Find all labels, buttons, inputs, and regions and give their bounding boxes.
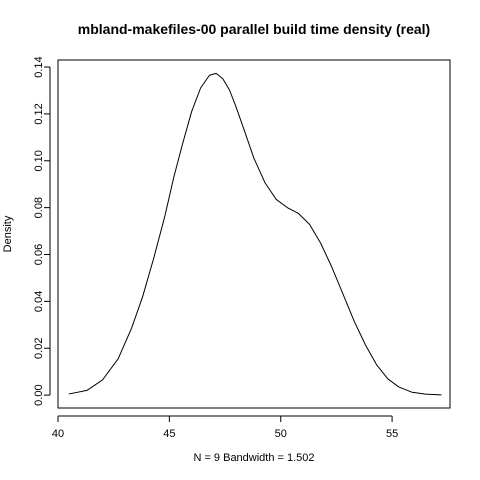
y-axis: 0.00 0.02 0.04 0.06 0.08 0.10 0.12 0.14 (33, 56, 51, 406)
plot-frame (57, 59, 451, 409)
y-tick-label: 0.04 (33, 291, 45, 312)
y-tick-label: 0.00 (33, 384, 45, 405)
y-tick-label: 0.06 (33, 244, 45, 265)
y-axis-label: Density (2, 215, 14, 252)
y-tick-label: 0.10 (33, 150, 45, 171)
x-tick-label: 50 (275, 428, 287, 440)
x-tick-label: 40 (52, 428, 64, 440)
y-tick-label: 0.08 (33, 197, 45, 218)
x-tick-label: 55 (386, 428, 398, 440)
x-axis: 40 45 50 55 (52, 415, 398, 440)
x-tick-label: 45 (163, 428, 175, 440)
y-tick-label: 0.14 (33, 56, 45, 77)
density-curve (68, 72, 442, 396)
y-tick-label: 0.12 (33, 103, 45, 124)
y-tick-label: 0.02 (33, 338, 45, 359)
x-axis-label: N = 9 Bandwidth = 1.502 (193, 452, 314, 464)
chart-title: mbland-makefiles-00 parallel build time … (78, 21, 430, 37)
series-layer (68, 72, 442, 396)
